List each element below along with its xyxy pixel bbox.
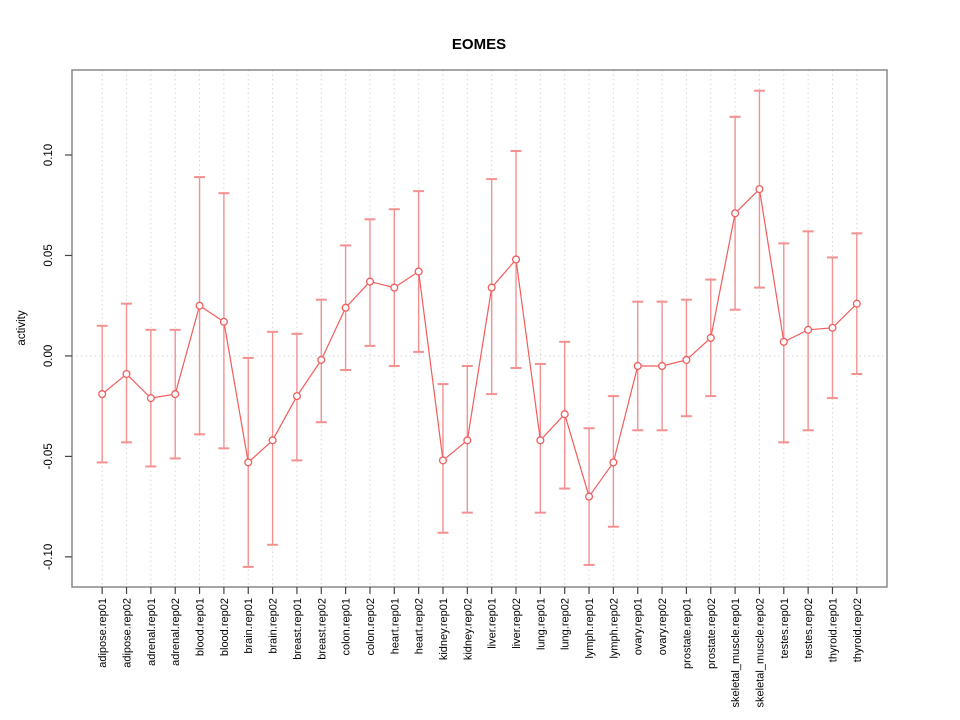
x-tick-label: adipose.rep02 — [122, 598, 134, 668]
x-tick-label: brain.rep01 — [243, 598, 255, 654]
x-tick-label: adrenal.rep01 — [146, 598, 158, 666]
x-tick-label: thyroid.rep02 — [852, 598, 864, 662]
data-point — [341, 303, 350, 312]
x-tick-label: blood.rep01 — [195, 598, 207, 656]
data-point — [365, 277, 375, 286]
data-point — [98, 390, 107, 399]
x-tick-label: heart.rep02 — [414, 598, 426, 654]
x-tick-label: brain.rep02 — [268, 598, 280, 654]
data-point — [852, 299, 861, 308]
data-point — [122, 369, 131, 379]
series-line — [101, 187, 858, 498]
y-tick-label: 0.00 — [43, 345, 55, 367]
x-tick-label: prostate.rep02 — [706, 598, 718, 669]
data-point — [171, 390, 180, 399]
data-point — [804, 325, 813, 334]
x-tick-label: prostate.rep01 — [681, 598, 693, 669]
x-tick-label: liver.rep01 — [487, 598, 499, 649]
x-tick-label: heart.rep01 — [389, 598, 401, 654]
chart-title: EOMES — [452, 36, 506, 53]
plot-border — [71, 69, 888, 588]
x-tick-label: kidney.rep01 — [438, 598, 450, 660]
x-tick-label: adrenal.rep02 — [170, 598, 182, 666]
x-tick-label: lymph.rep01 — [584, 598, 596, 659]
data-point — [609, 458, 618, 467]
data-point — [584, 492, 594, 501]
data-point — [633, 361, 642, 371]
data-point — [706, 333, 715, 342]
data-point — [195, 301, 204, 310]
data-point — [658, 361, 667, 371]
data-point — [828, 323, 837, 332]
x-tick-label: testes.rep02 — [803, 598, 815, 659]
x-tick-label: thyroid.rep01 — [827, 598, 839, 662]
data-point — [487, 283, 496, 292]
x-tick-label: breast.rep02 — [316, 598, 328, 660]
x-tick-label: kidney.rep02 — [462, 598, 474, 660]
data-point — [731, 209, 740, 218]
data-point — [244, 458, 253, 467]
data-point — [536, 436, 545, 445]
data-point — [268, 436, 277, 445]
y-tick-label: -0.05 — [43, 443, 55, 469]
y-axis-label: activity — [16, 310, 28, 345]
x-tick-label: breast.rep01 — [292, 598, 304, 660]
x-tick-label: lung.rep02 — [560, 598, 572, 650]
y-tick-label: 0.10 — [43, 144, 55, 166]
x-tick-label: adipose.rep01 — [97, 598, 109, 668]
x-tick-label: skeletal_muscle.rep02 — [754, 598, 766, 707]
x-tick-label: liver.rep02 — [511, 598, 523, 649]
x-tick-label: ovary.rep02 — [657, 598, 669, 655]
x-tick-label: skeletal_muscle.rep01 — [730, 598, 742, 707]
data-point — [438, 456, 448, 465]
data-point — [682, 355, 691, 364]
data-point — [414, 267, 423, 276]
data-point — [779, 337, 788, 346]
x-tick-label: testes.rep01 — [779, 598, 791, 659]
y-tick-label: 0.05 — [43, 244, 55, 266]
y-tick-label: -0.10 — [43, 544, 55, 570]
data-point — [755, 185, 764, 194]
data-point — [292, 392, 301, 401]
x-tick-label: lymph.rep02 — [608, 598, 620, 659]
data-point — [463, 436, 472, 445]
x-tick-label: lung.rep01 — [535, 598, 547, 650]
data-point — [390, 283, 399, 292]
data-point — [317, 355, 326, 364]
x-tick-label: colon.rep02 — [365, 598, 377, 656]
data-point — [511, 255, 521, 264]
data-point — [560, 410, 569, 419]
data-point — [219, 317, 228, 326]
x-tick-label: ovary.rep01 — [633, 598, 645, 655]
x-tick-label: colon.rep01 — [341, 598, 353, 656]
x-tick-label: blood.rep02 — [219, 598, 231, 656]
data-point — [146, 394, 155, 403]
